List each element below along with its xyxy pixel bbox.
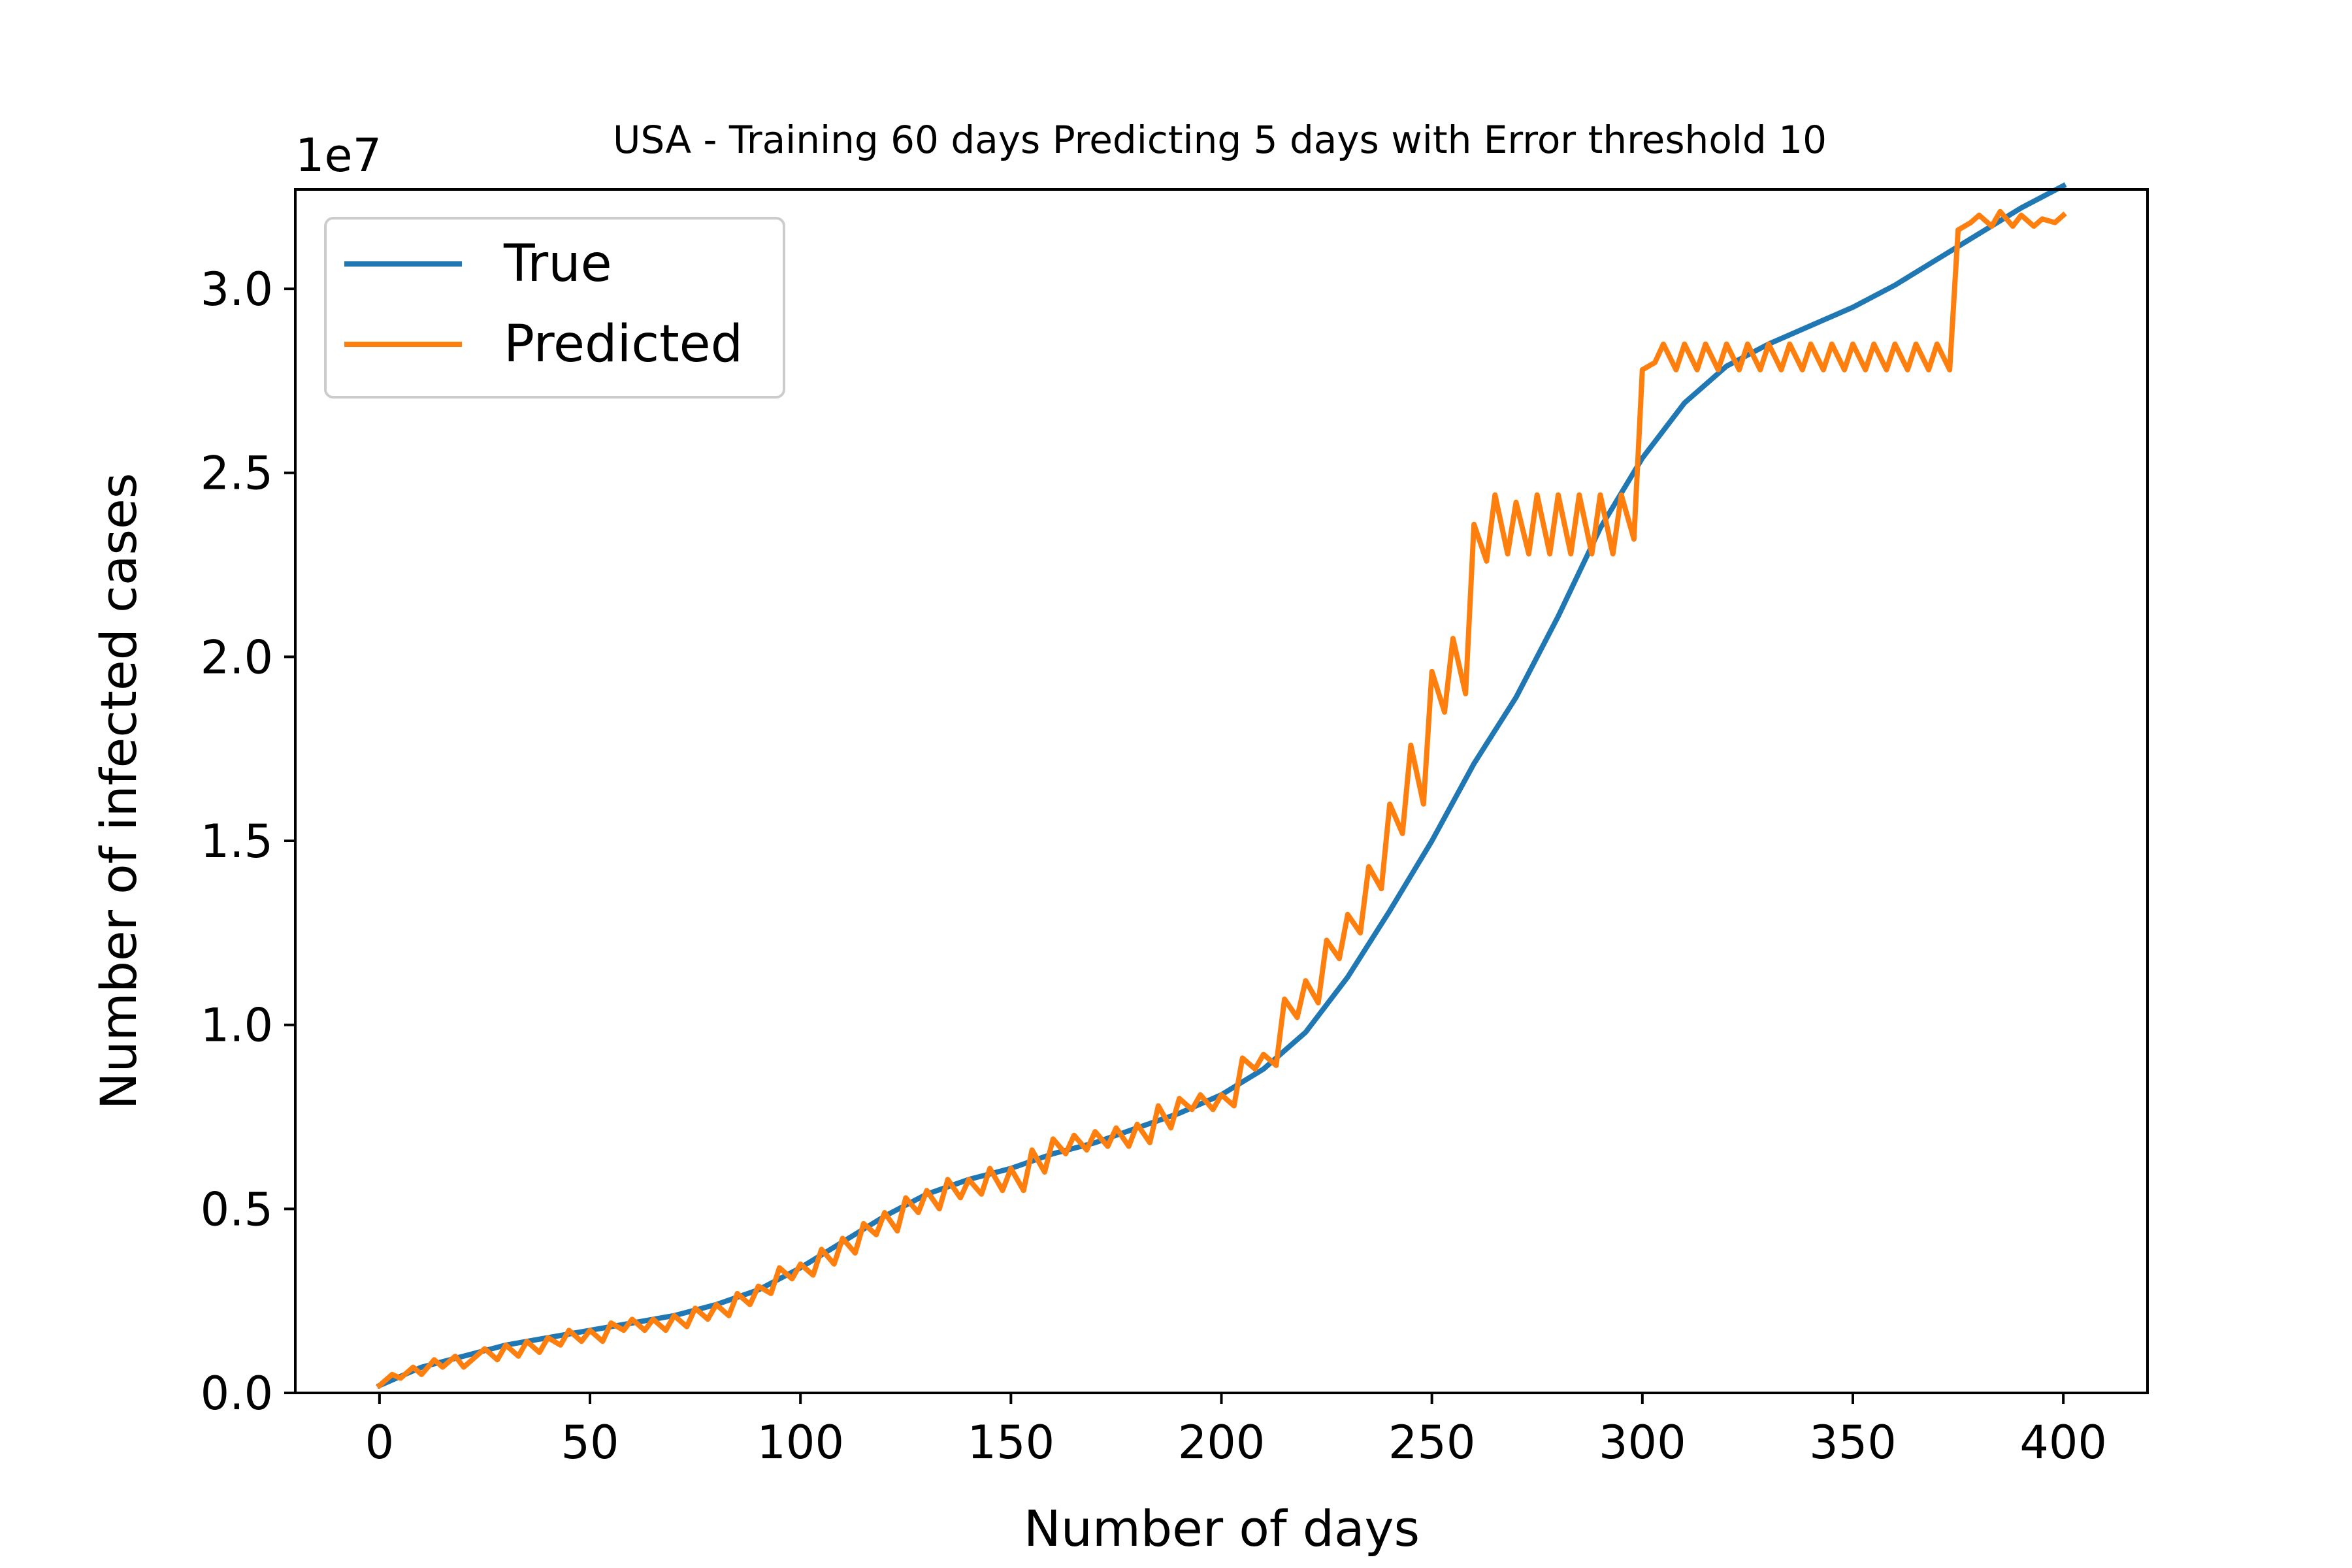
legend-label-predicted: Predicted bbox=[504, 315, 743, 374]
x-tick-label: 200 bbox=[1178, 1416, 1266, 1469]
legend: True Predicted bbox=[324, 217, 785, 399]
y-offset-label: 1e7 bbox=[295, 129, 382, 182]
x-tick-label: 50 bbox=[561, 1416, 619, 1469]
y-tick-label: 2.0 bbox=[201, 630, 273, 684]
y-tick-label: 1.0 bbox=[201, 999, 273, 1053]
x-axis: 0 50 100 150 200 250 300 350 400 bbox=[365, 1393, 2107, 1469]
x-axis-label: Number of days bbox=[1024, 1499, 1420, 1558]
series-line-predicted bbox=[376, 208, 2067, 1390]
y-axis-label: Number of infected cases bbox=[90, 473, 148, 1110]
plot-area bbox=[376, 182, 2067, 1390]
x-tick-label: 100 bbox=[757, 1416, 844, 1469]
x-tick-label: 0 bbox=[365, 1416, 395, 1469]
x-tick-label: 250 bbox=[1388, 1416, 1476, 1469]
y-tick-label: 1.5 bbox=[201, 815, 273, 868]
legend-label-true: True bbox=[503, 235, 612, 293]
y-tick-label: 0.0 bbox=[201, 1367, 273, 1420]
y-axis: 0.0 0.5 1.0 1.5 2.0 2.5 3.0 bbox=[201, 263, 295, 1420]
chart-title: USA - Training 60 days Predicting 5 days… bbox=[613, 118, 1827, 162]
x-tick-label: 300 bbox=[1599, 1416, 1686, 1469]
y-tick-label: 3.0 bbox=[201, 263, 273, 316]
x-tick-label: 350 bbox=[1809, 1416, 1897, 1469]
y-tick-label: 0.5 bbox=[201, 1183, 273, 1236]
y-tick-label: 2.5 bbox=[201, 447, 273, 500]
series-layer bbox=[376, 182, 2067, 1390]
x-tick-label: 400 bbox=[2019, 1416, 2107, 1469]
x-tick-label: 150 bbox=[968, 1416, 1055, 1469]
